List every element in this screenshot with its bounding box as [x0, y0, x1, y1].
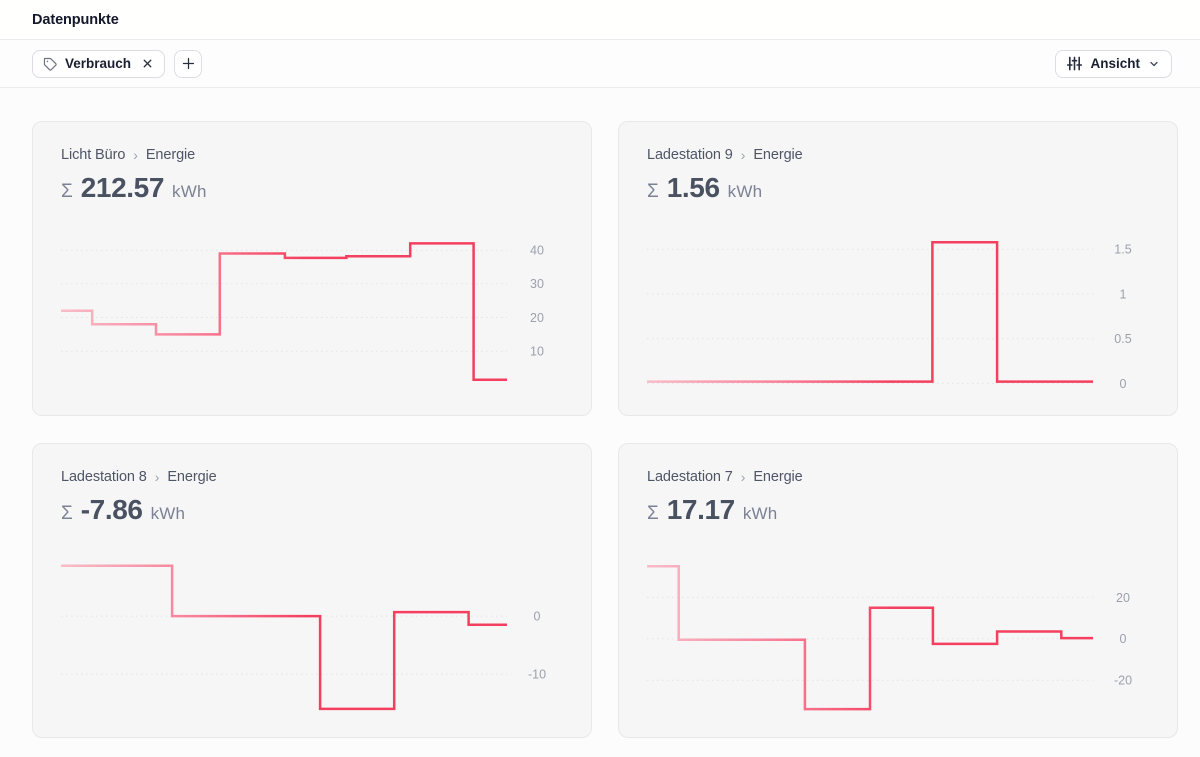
- breadcrumb-metric[interactable]: Energie: [753, 147, 803, 163]
- axis-tick-label: 40: [530, 244, 544, 258]
- view-button-label: Ansicht: [1090, 56, 1140, 71]
- axis-tick-label: 20: [1116, 591, 1130, 605]
- filter-toolbar: Verbrauch Ansicht: [0, 40, 1200, 88]
- chart-area: 1.5 1 0.5 0: [647, 235, 1151, 395]
- chevron-down-icon: [1148, 58, 1160, 70]
- axis-tick-label: 30: [530, 277, 544, 291]
- cards-grid: Licht Büro › Energie Σ 212.57 kWh 40 30 20…: [0, 88, 1200, 738]
- breadcrumb: Ladestation 9 › Energie: [647, 147, 1151, 163]
- datapoint-card-ladestation-8[interactable]: Ladestation 8 › Energie Σ -7.86 kWh 0 -10: [32, 443, 592, 738]
- filter-group: Verbrauch: [32, 49, 203, 78]
- chart-area: 0 -10: [61, 557, 565, 717]
- total-number: -7.86: [80, 494, 143, 525]
- energy-step-chart[interactable]: 20 0 -20: [647, 557, 1151, 717]
- page-header: Datenpunkte: [0, 0, 1200, 40]
- axis-tick-label: 10: [530, 345, 544, 359]
- sliders-icon: [1067, 56, 1083, 71]
- axis-tick-label: -20: [1114, 674, 1132, 688]
- sigma-icon: Σ: [61, 181, 73, 202]
- add-filter-button[interactable]: [174, 49, 203, 78]
- axis-tick-label: 1: [1120, 287, 1127, 301]
- datapoint-card-ladestation-9[interactable]: Ladestation 9 › Energie Σ 1.56 kWh 1.5 1 0…: [618, 121, 1178, 416]
- total-value-row: Σ 1.56 kWh: [647, 172, 1151, 204]
- breadcrumb-separator-icon: ›: [154, 469, 160, 485]
- chart-area: 20 0 -20: [647, 557, 1151, 717]
- total-number: 1.56: [666, 172, 720, 203]
- tag-icon: [43, 57, 57, 71]
- view-options-button[interactable]: Ansicht: [1055, 49, 1172, 78]
- sigma-icon: Σ: [647, 503, 659, 524]
- axis-tick-label: -10: [528, 668, 546, 682]
- chart-line: [647, 240, 1093, 383]
- breadcrumb: Ladestation 8 › Energie: [61, 469, 565, 485]
- breadcrumb-separator-icon: ›: [740, 147, 746, 163]
- chart-line: [61, 242, 507, 382]
- axis-tick-label: 0: [1120, 377, 1127, 391]
- chart-line: [647, 565, 1093, 711]
- breadcrumb-source[interactable]: Ladestation 7: [647, 469, 733, 485]
- chart-line: [61, 564, 507, 711]
- filter-chip-label: Verbrauch: [65, 56, 132, 71]
- total-unit: kWh: [742, 504, 778, 523]
- total-number: 17.17: [666, 494, 735, 525]
- total-value-row: Σ 212.57 kWh: [61, 172, 565, 204]
- sigma-icon: Σ: [647, 181, 659, 202]
- axis-tick-label: 0.5: [1114, 332, 1131, 346]
- total-unit: kWh: [150, 504, 186, 523]
- breadcrumb-separator-icon: ›: [133, 147, 138, 163]
- axis-tick-label: 0: [534, 610, 541, 624]
- filter-chip-verbrauch[interactable]: Verbrauch: [32, 49, 166, 78]
- total-value-row: Σ -7.86 kWh: [61, 494, 565, 526]
- close-icon[interactable]: [139, 57, 154, 70]
- breadcrumb-metric[interactable]: Energie: [753, 469, 803, 485]
- breadcrumb-metric[interactable]: Energie: [167, 469, 217, 485]
- energy-step-chart[interactable]: 0 -10: [61, 557, 565, 717]
- energy-step-chart[interactable]: 40 30 20 10: [61, 235, 565, 395]
- total-unit: kWh: [172, 182, 207, 201]
- axis-tick-label: 0: [1120, 632, 1127, 646]
- energy-step-chart[interactable]: 1.5 1 0.5 0: [647, 235, 1151, 395]
- breadcrumb: Ladestation 7 › Energie: [647, 469, 1151, 485]
- breadcrumb-source[interactable]: Licht Büro: [61, 147, 126, 163]
- breadcrumb-source[interactable]: Ladestation 8: [61, 469, 147, 485]
- plus-icon: [181, 56, 196, 71]
- datapoint-card-licht-buero[interactable]: Licht Büro › Energie Σ 212.57 kWh 40 30 20…: [32, 121, 592, 416]
- chart-area: 40 30 20 10: [61, 235, 565, 395]
- breadcrumb: Licht Büro › Energie: [61, 147, 565, 163]
- datapoint-card-ladestation-7[interactable]: Ladestation 7 › Energie Σ 17.17 kWh 20 0 -…: [618, 443, 1178, 738]
- breadcrumb-metric[interactable]: Energie: [145, 147, 196, 163]
- total-unit: kWh: [727, 182, 763, 201]
- breadcrumb-source[interactable]: Ladestation 9: [647, 147, 733, 163]
- axis-tick-label: 20: [530, 311, 544, 325]
- total-number: 212.57: [80, 172, 165, 203]
- page-title: Datenpunkte: [32, 11, 119, 28]
- axis-tick-label: 1.5: [1114, 243, 1131, 257]
- sigma-icon: Σ: [61, 503, 73, 524]
- total-value-row: Σ 17.17 kWh: [647, 494, 1151, 526]
- breadcrumb-separator-icon: ›: [740, 469, 746, 485]
